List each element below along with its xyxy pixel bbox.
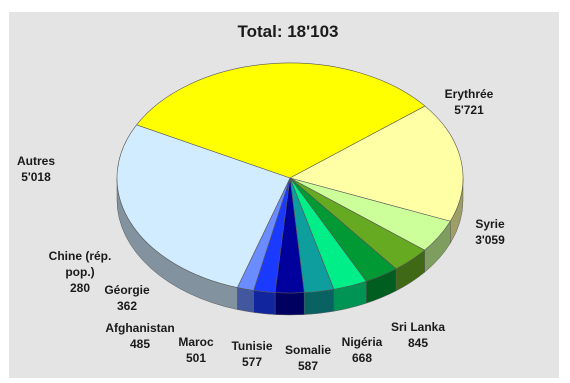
pie-sides [116, 177, 464, 316]
pie-side-7 [274, 292, 305, 316]
slice-label-1: Syrie 3'059 [475, 217, 505, 247]
slice-label-5: Tunisie 577 [231, 339, 272, 369]
pie-slice-10 [116, 124, 291, 288]
chart-title: Total: 18'103 [237, 22, 338, 41]
slice-label-3: Nigéria 668 [342, 335, 383, 365]
pie-side-6 [303, 288, 335, 315]
slice-label-2: Sri Lanka 845 [391, 320, 445, 350]
pie-side-9 [237, 287, 254, 313]
slice-label-7: Afghanistan 485 [105, 321, 174, 351]
pie-labels: Erythrée 5'721 Syrie 3'059 Sri Lanka 845 Nigér… [17, 87, 505, 373]
pie-slice-1 [289, 105, 464, 222]
pie-slice-0 [136, 62, 426, 179]
slice-label-10: Autres 5'018 [17, 154, 55, 184]
pie-side-8 [253, 290, 276, 315]
slice-label-8: Géorgie 362 [104, 283, 150, 313]
pie-tops [116, 62, 464, 294]
slice-label-0: Erythrée 5'721 [445, 87, 494, 117]
slice-label-6: Maroc 501 [178, 335, 214, 365]
slice-label-4: Somalie 587 [285, 343, 331, 373]
slice-label-9: Chine (rép. pop.) 280 [49, 249, 112, 295]
